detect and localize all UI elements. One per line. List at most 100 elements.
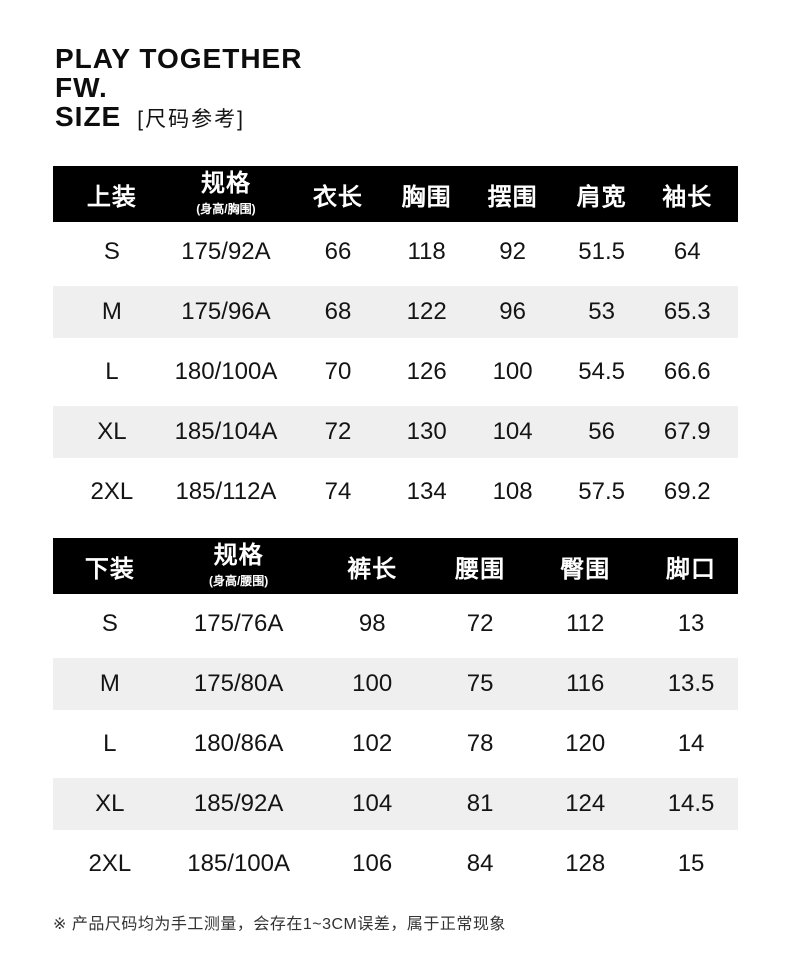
table-cell: 116	[566, 670, 605, 697]
header-cell-measure: 衣长	[312, 183, 363, 211]
table-row: L 180/100A 70 126 100 54.5 66.6	[53, 342, 738, 402]
table-cell: 98	[358, 610, 386, 637]
table-cell: 57.5	[578, 478, 625, 505]
table-body: S 175/92A 66 118 92 51.5 64 M 175/96A 68 122 96 53 65…	[53, 222, 738, 522]
table-cell: 78	[466, 730, 494, 757]
size-chart: 上装 规格 (身高/胸围) 衣长 胸围 摆围 肩宽 袖长 S 175/92A 66 118 92 51.…	[53, 166, 738, 934]
size-reference-label: [尺码参考]	[137, 108, 245, 131]
header-cell-measure: 脚口	[666, 555, 717, 583]
table-gap	[53, 522, 738, 538]
table-cell: 14	[677, 730, 705, 757]
table-cell: 120	[565, 730, 606, 757]
table-cell: 175/96A	[181, 298, 271, 325]
table-cell: 112	[566, 610, 605, 637]
brand-line-1: PLAY TOGETHER	[55, 43, 303, 74]
spec-subtitle: (身高/胸围)	[196, 201, 256, 216]
table-row: 2XL 185/112A 74 134 108 57.5 69.2	[53, 462, 738, 522]
table-row: L 180/86A 102 78 120 14	[53, 714, 738, 774]
table-cell: 53	[588, 298, 615, 325]
header-cell-spec: 规格 (身高/腰围)	[167, 543, 311, 588]
table-row: M 175/96A 68 122 96 53 65.3	[53, 282, 738, 342]
brand-logo: PLAY TOGETHER FW. SIZE [尺码参考]	[55, 44, 302, 131]
table-cell: 104	[492, 418, 533, 445]
table-cell: 175/76A	[193, 610, 284, 637]
size-label-cell: XL	[97, 418, 127, 445]
table-cell: 185/112A	[175, 478, 277, 505]
table-cell: 108	[492, 478, 533, 505]
size-label-cell: 2XL	[88, 850, 132, 877]
size-label-cell: L	[105, 358, 119, 385]
brand-line-2: FW.	[55, 72, 108, 103]
spec-subtitle: (身高/腰围)	[208, 573, 269, 588]
table-cell: 70	[324, 358, 352, 385]
table-cell: 68	[324, 298, 352, 325]
table-cell: 66.6	[663, 358, 711, 385]
header-cell-measure: 臀围	[560, 555, 611, 583]
table-cell: 126	[406, 358, 447, 385]
size-label-cell: M	[99, 670, 120, 697]
table-cell: 54.5	[578, 358, 625, 385]
size-label-cell: XL	[95, 790, 125, 817]
size-label-cell: M	[101, 298, 122, 325]
header-cell-measure: 胸围	[401, 183, 452, 211]
table-body: S 175/76A 98 72 112 13 M 175/80A 100 75 116 13.5 L 18…	[53, 594, 738, 894]
size-label-cell: 2XL	[90, 478, 134, 505]
table-cell: 100	[492, 358, 533, 385]
table-cell: 100	[352, 670, 393, 697]
size-table-bottoms: 下装 规格 (身高/腰围) 裤长 腰围 臀围 脚口 S 175/76A 98 72 112 13 M 17…	[53, 538, 738, 894]
header-cell-measure: 裤长	[347, 555, 398, 583]
header-cell-garment-type: 上装	[86, 183, 137, 211]
table-cell: 81	[466, 790, 494, 817]
size-label-cell: L	[103, 730, 117, 757]
table-cell: 185/100A	[187, 850, 290, 877]
table-cell: 118	[407, 238, 446, 265]
table-row: M 175/80A 100 75 116 13.5	[53, 654, 738, 714]
header-cell-spec: 规格 (身高/胸围)	[171, 171, 281, 216]
size-label-cell: S	[101, 610, 118, 637]
table-cell: 56	[588, 418, 615, 445]
table-cell: 175/80A	[193, 670, 284, 697]
table-cell: 102	[352, 730, 393, 757]
table-cell: 104	[352, 790, 393, 817]
table-cell: 65.3	[663, 298, 711, 325]
table-cell: 75	[466, 670, 494, 697]
table-cell: 180/100A	[174, 358, 278, 385]
table-cell: 72	[466, 610, 494, 637]
table-cell: 66	[324, 238, 352, 265]
table-cell: 175/92A	[181, 238, 271, 265]
header-cell-measure: 腰围	[455, 555, 506, 583]
spec-title: 规格	[213, 542, 264, 570]
table-cell: 124	[565, 790, 606, 817]
table-cell: 130	[406, 418, 447, 445]
table-cell: 134	[406, 478, 447, 505]
table-row: 2XL 185/100A 106 84 128 15	[53, 834, 738, 894]
table-header-row: 上装 规格 (身高/胸围) 衣长 胸围 摆围 肩宽 袖长	[53, 166, 738, 222]
table-cell: 92	[499, 238, 526, 265]
header-cell-measure: 袖长	[662, 183, 713, 211]
table-cell: 51.5	[578, 238, 625, 265]
table-cell: 72	[324, 418, 352, 445]
table-row: XL 185/92A 104 81 124 14.5	[53, 774, 738, 834]
table-cell: 14.5	[667, 790, 715, 817]
table-cell: 64	[673, 238, 701, 265]
size-label-cell: S	[103, 238, 120, 265]
table-row: S 175/76A 98 72 112 13	[53, 594, 738, 654]
table-cell: 15	[677, 850, 705, 877]
table-cell: 13	[677, 610, 705, 637]
table-cell: 180/86A	[193, 730, 284, 757]
table-row: XL 185/104A 72 130 104 56 67.9	[53, 402, 738, 462]
table-cell: 67.9	[663, 418, 711, 445]
table-cell: 96	[499, 298, 526, 325]
table-cell: 74	[324, 478, 352, 505]
table-cell: 69.2	[663, 478, 711, 505]
header-cell-garment-type: 下装	[84, 555, 135, 583]
table-cell: 84	[466, 850, 494, 877]
measurement-disclaimer: ※ 产品尺码均为手工测量，会存在1~3CM误差，属于正常现象	[53, 916, 506, 933]
table-cell: 106	[352, 850, 393, 877]
table-row: S 175/92A 66 118 92 51.5 64	[53, 222, 738, 282]
spec-title: 规格	[200, 170, 251, 198]
size-table-tops: 上装 规格 (身高/胸围) 衣长 胸围 摆围 肩宽 袖长 S 175/92A 66 118 92 51.…	[53, 166, 738, 522]
table-cell: 185/92A	[193, 790, 284, 817]
table-cell: 122	[406, 298, 447, 325]
brand-line-3: SIZE	[55, 101, 122, 132]
